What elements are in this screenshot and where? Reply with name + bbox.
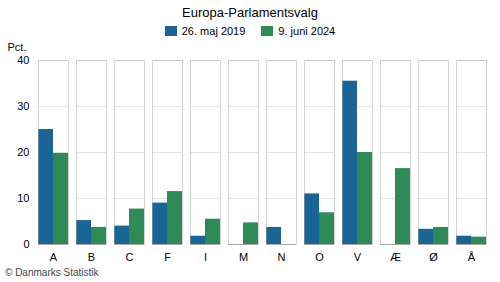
svg-text:N: N (278, 251, 286, 263)
svg-text:40: 40 (17, 54, 29, 66)
svg-text:10: 10 (17, 192, 29, 204)
svg-text:0: 0 (23, 238, 29, 250)
svg-text:20: 20 (17, 146, 29, 158)
html-text:26. maj 2019: 26. maj 2019 (181, 25, 246, 37)
svg-text:V: V (354, 251, 362, 263)
html-text:Europa-Parlamentsvalg: Europa-Parlamentsvalg (182, 5, 318, 20)
svg-text:B: B (88, 251, 95, 263)
svg-text:Ø: Ø (429, 251, 438, 263)
svg-text:Æ: Æ (390, 251, 401, 263)
svg-text:Pct.: Pct. (8, 41, 27, 53)
svg-text:C: C (126, 251, 134, 263)
svg-text:I: I (204, 251, 207, 263)
html-text:9. juni 2024: 9. juni 2024 (278, 25, 336, 37)
svg-text:30: 30 (17, 100, 29, 112)
svg-text:F: F (164, 251, 171, 263)
svg-text:A: A (50, 251, 58, 263)
svg-text:O: O (315, 251, 324, 263)
svg-text:Å: Å (468, 251, 476, 263)
svg-text:M: M (239, 251, 248, 263)
html-text:© Danmarks Statistik: © Danmarks Statistik (5, 267, 99, 278)
